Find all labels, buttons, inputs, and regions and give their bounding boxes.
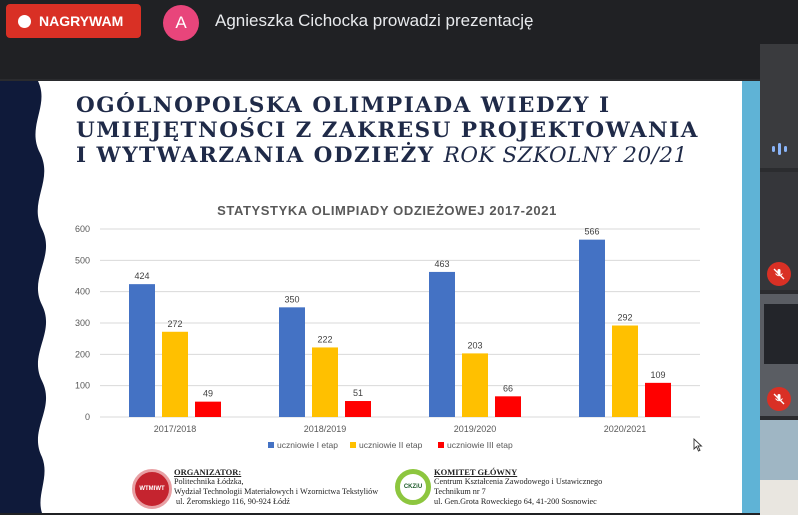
organizer-line: ul. Żeromskiego 116, 90-924 Łódź [176, 497, 290, 506]
committee-line: ul. Gen.Grota Roweckiego 64, 41-200 Sosn… [434, 497, 597, 506]
data-label: 222 [317, 334, 332, 344]
chart-title: STATYSTYKA OLIMPIADY ODZIEŻOWEJ 2017-202… [217, 203, 557, 218]
bar [495, 396, 521, 417]
organizer-block: ORGANIZATOR: Politechnika Łódzka, Wydzia… [174, 467, 378, 507]
mic-muted-icon [767, 387, 791, 411]
recording-label: NAGRYWAM [39, 13, 124, 29]
committee-line: Technikum nr 7 [434, 487, 486, 496]
bar [162, 331, 188, 417]
bar-chart: 0 100 200 300 400 500 600 424 272 49 2017/2018 350 2… [75, 224, 700, 450]
organizer-logo: WTMIWT [132, 469, 172, 509]
bar [312, 347, 338, 417]
data-label: 66 [503, 383, 513, 393]
y-tick-label: 300 [75, 318, 90, 328]
participant-tile[interactable] [760, 420, 798, 515]
bar [429, 271, 455, 417]
mic-muted-icon [767, 262, 791, 286]
data-label: 109 [650, 370, 665, 380]
y-tick-label: 0 [85, 412, 90, 422]
slide-title-main: OGÓLNOPOLSKA OLIMPIADA WIEDZY I UMIEJĘTN… [76, 93, 699, 168]
slide-accent-bar [742, 81, 760, 513]
bar [462, 353, 488, 417]
x-tick-label: 2018/2019 [304, 424, 347, 434]
audio-level-icon [772, 143, 787, 155]
participant-video [760, 480, 798, 515]
bar [645, 382, 671, 417]
bar [279, 307, 305, 417]
participants-strip [760, 44, 798, 515]
presenter-text: Agnieszka Cichocka prowadzi prezentację [215, 11, 534, 30]
slide-title: OGÓLNOPOLSKA OLIMPIADA WIEDZY I UMIEJĘTN… [76, 93, 716, 168]
organizer-heading: ORGANIZATOR: [174, 467, 242, 477]
committee-logo-text: CKZiU [403, 484, 423, 490]
legend-swatch [268, 442, 274, 448]
x-tick-label: 2017/2018 [154, 424, 197, 434]
data-label: 49 [203, 389, 213, 399]
legend-label: uczniowie I etap [277, 440, 338, 450]
recording-indicator[interactable]: NAGRYWAM [6, 4, 141, 38]
data-label: 292 [617, 313, 632, 323]
data-label: 350 [284, 294, 299, 304]
data-label: 424 [134, 271, 149, 281]
organizer-logo-text: WTMIWT [139, 486, 165, 492]
legend-label: uczniowie III etap [447, 440, 513, 450]
organizer-line: Wydział Technologii Materiałowych i Wzor… [174, 487, 379, 496]
legend-swatch [350, 442, 356, 448]
participant-tile[interactable] [760, 172, 798, 290]
record-dot-icon [18, 14, 31, 28]
slide-wave-decoration [0, 81, 47, 513]
data-label: 566 [584, 227, 599, 237]
x-tick-label: 2020/2021 [604, 424, 647, 434]
y-tick-label: 400 [75, 287, 90, 297]
meeting-top-bar: NAGRYWAM A Agnieszka Cichocka prowadzi p… [0, 0, 798, 44]
committee-block: KOMITET GŁÓWNY Centrum Kształcenia Zawod… [434, 467, 602, 507]
data-label: 463 [434, 259, 449, 269]
presentation-slide: OGÓLNOPOLSKA OLIMPIADA WIEDZY I UMIEJĘTN… [0, 81, 760, 513]
bar [345, 401, 371, 417]
participant-tile[interactable] [760, 294, 798, 416]
mouse-cursor-icon [693, 438, 703, 452]
participant-tile[interactable] [760, 44, 798, 168]
bar [612, 325, 638, 417]
bar [579, 239, 605, 417]
participant-video [764, 304, 798, 364]
organizer-line: Politechnika Łódzka, [174, 477, 244, 486]
slide-title-year: ROK SZKOLNY 20/21 [443, 143, 688, 168]
y-tick-label: 200 [75, 349, 90, 359]
presenter-avatar: A [163, 5, 199, 41]
x-tick-label: 2019/2020 [454, 424, 497, 434]
committee-logo: CKZiU [395, 469, 431, 505]
y-tick-label: 100 [75, 381, 90, 391]
data-label: 272 [167, 319, 182, 329]
y-tick-label: 500 [75, 255, 90, 265]
legend-label: uczniowie II etap [359, 440, 423, 450]
slide-divider [0, 79, 760, 81]
bar [129, 284, 155, 417]
committee-heading: KOMITET GŁÓWNY [434, 467, 518, 477]
data-label: 203 [467, 340, 482, 350]
data-label: 51 [353, 388, 363, 398]
legend-swatch [438, 442, 444, 448]
bar [195, 401, 221, 417]
y-tick-label: 600 [75, 224, 90, 234]
participant-video [760, 420, 798, 480]
committee-line: Centrum Kształcenia Zawodowego i Ustawic… [434, 477, 603, 486]
